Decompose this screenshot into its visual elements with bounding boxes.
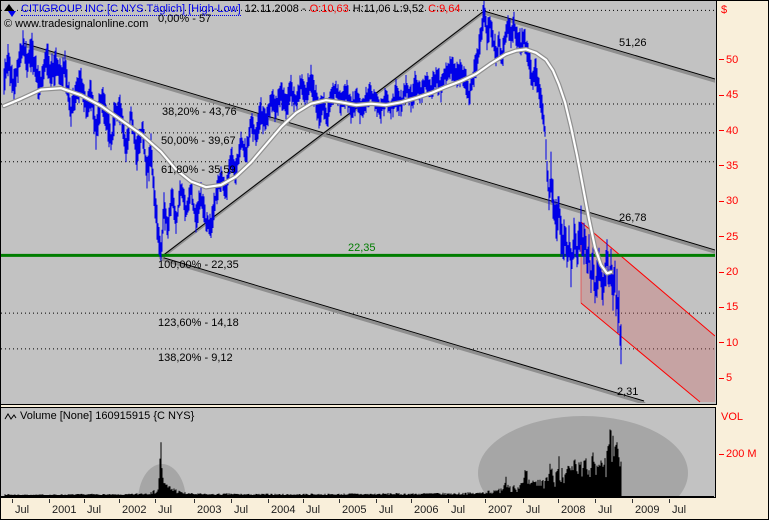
- chart-header: CITIGROUP INC [C NYS Täglich] [High-Low]…: [3, 3, 461, 18]
- time-axis[interactable]: Jul 2001 Jul 2002 Jul 2003 Jul 2004 Jul 2005 Jul 20…: [1, 498, 768, 519]
- trendline-shadow: [23, 44, 715, 254]
- time-axis-tick: [595, 499, 596, 503]
- time-axis-label: 2006: [414, 504, 439, 516]
- time-axis-label: Jul: [87, 504, 102, 516]
- price-axis-tick: 5: [719, 372, 732, 384]
- trendline-value-label: 2,31: [617, 386, 639, 398]
- quote-open: O:10,63: [309, 3, 349, 15]
- quote-close: C:9,64: [428, 3, 461, 15]
- time-axis-label: Jul: [234, 504, 249, 516]
- price-axis-tick: 40: [719, 125, 738, 137]
- price-axis[interactable]: $ 50 45 40 35 30 25 20 15 10 5: [717, 1, 768, 405]
- fib-label: 100,00% - 22,35: [158, 259, 239, 271]
- price-axis-tick: 30: [719, 195, 738, 207]
- price-chart-svg: [1, 1, 715, 403]
- time-axis-label: Jul: [379, 504, 394, 516]
- time-axis-label: 2001: [52, 504, 77, 516]
- time-axis-tick: [523, 499, 524, 503]
- time-axis-label: Jul: [672, 504, 687, 516]
- rising-trendline[interactable]: [160, 10, 485, 258]
- volume-chart-svg: [1, 416, 714, 497]
- time-axis-tick: [448, 499, 449, 503]
- time-axis-tick: [231, 499, 232, 503]
- time-axis-label: Jul: [306, 504, 321, 516]
- moving-average-line[interactable]: [2, 48, 613, 275]
- price-axis-tick: 15: [719, 301, 738, 313]
- volume-axis-tick: 200 M: [719, 448, 757, 460]
- price-axis-tick: 50: [719, 54, 738, 66]
- time-axis-tick: [558, 499, 559, 503]
- indicator-wave-icon: [4, 412, 17, 420]
- fib-label: 0,00% - 57: [158, 13, 212, 25]
- time-axis-label: Jul: [158, 504, 173, 516]
- copyright-watermark: © www.tradesignalonline.com: [4, 18, 149, 30]
- support-price-label: 22,35: [348, 242, 376, 254]
- fib-label: 50,00% - 39,67: [161, 135, 236, 147]
- trendline-shadow: [161, 258, 646, 403]
- time-axis-tick: [669, 499, 670, 503]
- time-axis-tick: [119, 499, 120, 503]
- instrument-title[interactable]: CITIGROUP INC [C NYS Täglich] [High-Low]: [21, 3, 241, 16]
- instrument-icon: [4, 4, 16, 17]
- fib-label: 38,20% - 43,76: [162, 106, 237, 118]
- volume-panel: Volume [None] 160915915 {C NYS}: [1, 407, 716, 498]
- time-axis-label: Jul: [451, 504, 466, 516]
- quote-high-low: H:11,06 L:9,52: [352, 3, 425, 15]
- price-panel: CITIGROUP INC [C NYS Täglich] [High-Low]…: [1, 1, 717, 405]
- quote-date: 12.11.2008 -: [244, 3, 306, 15]
- volume-surge-2007-2009: [478, 416, 688, 497]
- time-axis-tick: [268, 499, 269, 503]
- time-axis-tick: [49, 499, 50, 503]
- volume-axis[interactable]: VOL 200 M: [717, 407, 768, 498]
- time-axis-label: Jul: [15, 504, 30, 516]
- currency-symbol: $: [721, 4, 728, 16]
- tick-mark: [719, 453, 724, 455]
- volume-bars: [4, 429, 622, 496]
- volume-title[interactable]: Volume [None] 160915915 {C NYS}: [20, 410, 195, 422]
- time-axis-label: 2009: [635, 504, 660, 516]
- time-axis-tick: [12, 499, 13, 503]
- price-series: [3, 1, 622, 365]
- price-axis-tick: 45: [719, 89, 738, 101]
- fib-label: 61,80% - 35,59: [161, 164, 236, 176]
- red-channel-lower-line[interactable]: [580, 302, 701, 403]
- price-axis-tick: 20: [719, 266, 738, 278]
- time-axis-tick: [84, 499, 85, 503]
- time-axis-tick: [485, 499, 486, 503]
- fib-label: 138,20% - 9,12: [158, 352, 233, 364]
- red-channel-upper-line[interactable]: [580, 221, 715, 337]
- trendline-value-label: 51,26: [619, 37, 647, 49]
- fib-label: 123,60% - 14,18: [158, 317, 239, 329]
- channel-mid-2000[interactable]: [22, 42, 715, 251]
- trendline-shadow: [484, 12, 715, 83]
- price-axis-tick: 25: [719, 231, 738, 243]
- time-axis-tick: [194, 499, 195, 503]
- time-axis-tick: [376, 499, 377, 503]
- time-axis-label: 2002: [122, 504, 147, 516]
- trendline-value-label: 26,78: [619, 212, 647, 224]
- time-axis-label: Jul: [598, 504, 613, 516]
- price-axis-tick: 35: [719, 160, 738, 172]
- time-axis-tick: [339, 499, 340, 503]
- time-axis-label: 2003: [197, 504, 222, 516]
- volume-header: Volume [None] 160915915 {C NYS}: [4, 410, 194, 422]
- time-axis-label: 2008: [561, 504, 586, 516]
- channel-top-2007[interactable]: [483, 10, 715, 80]
- time-axis-tick: [155, 499, 156, 503]
- time-axis-label: 2005: [342, 504, 367, 516]
- time-axis-label: Jul: [526, 504, 541, 516]
- time-axis-tick: [303, 499, 304, 503]
- volume-axis-label: VOL: [721, 411, 744, 423]
- time-axis-tick: [632, 499, 633, 503]
- channel-bottom[interactable]: [160, 256, 645, 402]
- time-axis-label: 2004: [271, 504, 296, 516]
- time-axis-tick: [411, 499, 412, 503]
- time-axis-label: 2007: [488, 504, 513, 516]
- price-axis-tick: 10: [719, 337, 738, 349]
- red-channel-fill: [581, 222, 715, 402]
